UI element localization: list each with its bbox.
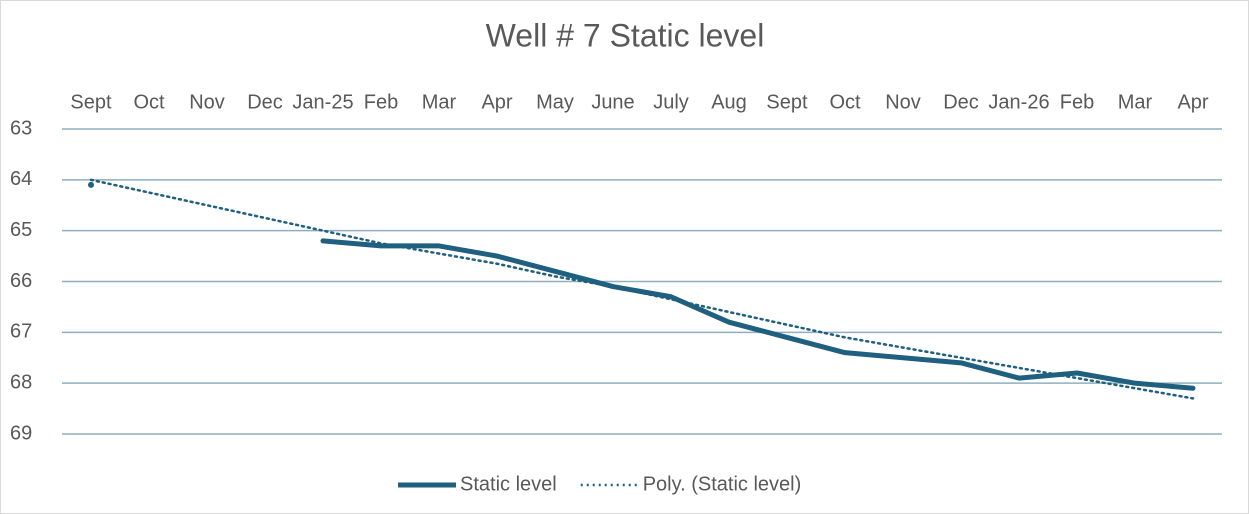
x-tick-label: Nov (885, 91, 921, 113)
x-tick-label: Dec (943, 91, 979, 113)
x-tick-label: Sept (766, 91, 808, 113)
x-tick-label: Mar (422, 91, 457, 113)
x-tick-label: Jan-26 (988, 91, 1049, 113)
line-series (320, 238, 1196, 391)
y-tick-label: 67 (10, 321, 32, 343)
x-tick-label: Oct (829, 91, 861, 113)
x-tick-label: July (653, 91, 689, 113)
x-tick-label: May (536, 91, 574, 113)
x-tick-label: Dec (247, 91, 283, 113)
y-tick-label: 64 (10, 168, 32, 190)
x-tick-label: Jan-25 (292, 91, 353, 113)
x-tick-label: Mar (1118, 91, 1153, 113)
point (88, 181, 94, 188)
x-tick-label: Nov (189, 91, 225, 113)
chart-title: Well # 7 Static level (486, 17, 765, 53)
legend-label: Poly. (Static level) (643, 473, 802, 495)
x-tick-label: Apr (1177, 91, 1208, 113)
x-tick-label: Sept (70, 91, 112, 113)
x-tick-label: June (591, 91, 634, 113)
x-tick-label: Feb (364, 91, 398, 113)
y-tick-label: 63 (10, 117, 32, 139)
y-tick-label: 65 (10, 219, 32, 241)
x-tick-label: Feb (1060, 91, 1094, 113)
x-tick-label: Aug (711, 91, 747, 113)
x-tick-label: Oct (133, 91, 165, 113)
x-tick-label: Apr (481, 91, 512, 113)
y-tick-label: 68 (10, 371, 32, 393)
line-series (89, 178, 1195, 400)
y-tick-label: 69 (10, 422, 32, 444)
y-tick-label: 66 (10, 270, 32, 292)
legend-label: Static level (460, 473, 557, 495)
